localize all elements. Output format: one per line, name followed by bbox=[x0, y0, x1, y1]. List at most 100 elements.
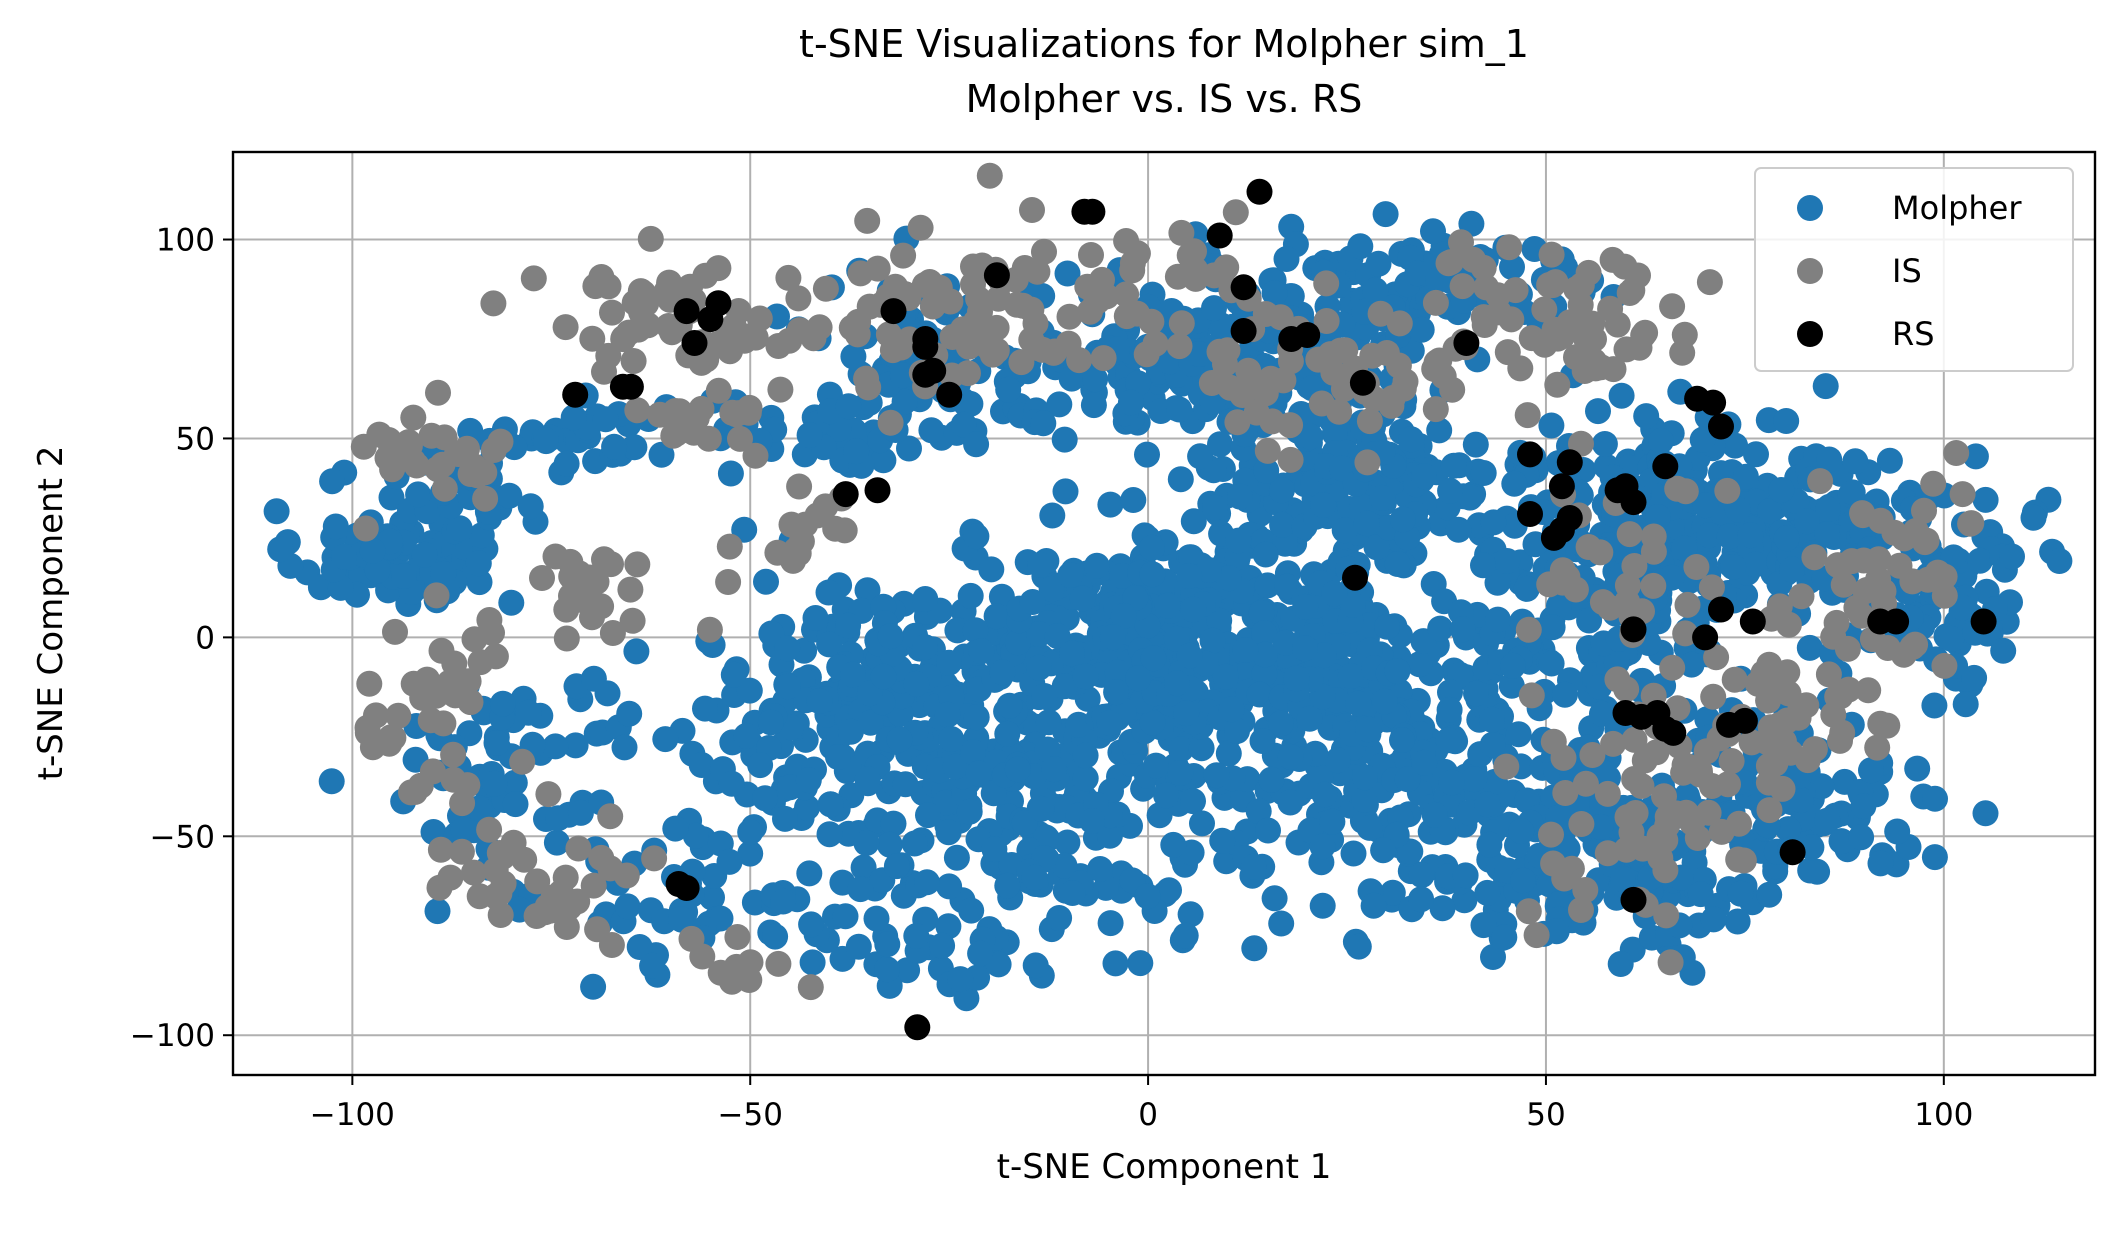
data-point bbox=[1117, 389, 1144, 416]
data-point bbox=[1619, 277, 1646, 304]
data-point bbox=[501, 769, 528, 796]
data-point bbox=[847, 876, 874, 903]
data-point bbox=[423, 682, 450, 709]
data-point bbox=[1277, 743, 1304, 770]
data-point bbox=[816, 821, 843, 848]
data-point bbox=[772, 805, 798, 832]
data-point bbox=[624, 397, 651, 424]
data-point bbox=[354, 719, 381, 746]
data-point bbox=[1834, 635, 1861, 662]
data-point bbox=[731, 516, 758, 543]
data-point bbox=[796, 860, 823, 887]
data-point bbox=[1004, 756, 1031, 783]
plot-frame bbox=[231, 150, 2097, 1077]
data-point bbox=[350, 433, 377, 460]
data-point bbox=[1234, 372, 1261, 399]
data-point bbox=[1582, 355, 1609, 382]
data-point bbox=[418, 422, 445, 449]
data-point bbox=[1502, 277, 1529, 304]
data-point bbox=[1814, 521, 1841, 548]
data-point bbox=[746, 305, 773, 332]
data-point bbox=[1449, 273, 1476, 300]
data-point bbox=[705, 290, 732, 317]
data-point bbox=[1386, 310, 1413, 337]
data-point bbox=[937, 288, 964, 315]
data-point bbox=[1268, 910, 1295, 937]
data-point bbox=[1899, 634, 1926, 660]
data-point bbox=[1820, 701, 1847, 728]
data-point bbox=[903, 923, 930, 949]
data-point bbox=[635, 312, 662, 339]
data-point bbox=[1421, 801, 1448, 828]
data-point bbox=[785, 285, 812, 312]
data-point bbox=[1453, 330, 1480, 356]
axis-ticks: −100 −50 0 50 100 −100 −50 0 50 100 bbox=[130, 223, 1974, 1133]
data-point bbox=[1296, 705, 1323, 732]
data-point bbox=[1640, 572, 1667, 599]
data-point bbox=[1470, 254, 1497, 281]
data-point bbox=[1548, 473, 1575, 500]
data-point bbox=[523, 903, 550, 929]
data-point bbox=[1920, 470, 1947, 497]
data-point bbox=[1218, 696, 1245, 723]
data-point bbox=[1340, 840, 1367, 867]
data-point bbox=[1700, 389, 1727, 416]
data-point bbox=[446, 515, 473, 542]
data-point bbox=[582, 273, 609, 300]
data-point bbox=[796, 422, 823, 449]
data-point bbox=[1186, 341, 1212, 367]
series-molpher bbox=[263, 201, 2073, 1012]
data-point bbox=[1027, 551, 1054, 578]
data-point bbox=[1568, 897, 1594, 923]
data-point bbox=[400, 670, 427, 697]
data-point bbox=[864, 477, 891, 504]
data-point bbox=[1113, 303, 1140, 330]
data-point bbox=[1374, 613, 1400, 640]
data-point bbox=[532, 427, 559, 454]
data-point bbox=[1708, 596, 1734, 623]
data-point bbox=[1389, 506, 1416, 533]
data-point bbox=[978, 556, 1005, 583]
data-point bbox=[1252, 541, 1279, 568]
data-point bbox=[1448, 229, 1474, 256]
data-point bbox=[379, 456, 406, 483]
data-point bbox=[1051, 673, 1078, 700]
data-point bbox=[1046, 391, 1073, 418]
data-point bbox=[967, 298, 993, 325]
data-point bbox=[1554, 563, 1581, 590]
data-point bbox=[1252, 301, 1279, 327]
data-point bbox=[1199, 627, 1226, 654]
data-point bbox=[1069, 585, 1096, 612]
data-point bbox=[795, 767, 822, 794]
data-point bbox=[1696, 522, 1722, 549]
data-point bbox=[1246, 178, 1273, 205]
data-point bbox=[1057, 562, 1084, 588]
data-point bbox=[1356, 814, 1383, 841]
data-point bbox=[1797, 857, 1824, 884]
data-point bbox=[1059, 880, 1086, 906]
data-point bbox=[542, 733, 569, 760]
data-point bbox=[611, 734, 638, 761]
data-point bbox=[1113, 228, 1140, 254]
data-point bbox=[1321, 580, 1348, 607]
data-point bbox=[825, 744, 851, 770]
data-point bbox=[1230, 274, 1257, 301]
data-point bbox=[1720, 554, 1747, 580]
data-point bbox=[450, 816, 477, 843]
data-point bbox=[1902, 518, 1929, 544]
data-point bbox=[1478, 706, 1505, 733]
data-point bbox=[737, 819, 764, 846]
data-point bbox=[835, 612, 862, 639]
data-point bbox=[1683, 554, 1710, 580]
data-point bbox=[1310, 492, 1337, 518]
data-point bbox=[1768, 477, 1795, 503]
data-point bbox=[958, 897, 985, 924]
data-point bbox=[874, 931, 901, 958]
data-point bbox=[806, 314, 833, 341]
data-point bbox=[1252, 641, 1278, 668]
data-point bbox=[1886, 552, 1913, 579]
data-point bbox=[1427, 615, 1454, 642]
data-point bbox=[1199, 388, 1226, 415]
data-point bbox=[919, 272, 946, 298]
data-point bbox=[1579, 742, 1606, 768]
